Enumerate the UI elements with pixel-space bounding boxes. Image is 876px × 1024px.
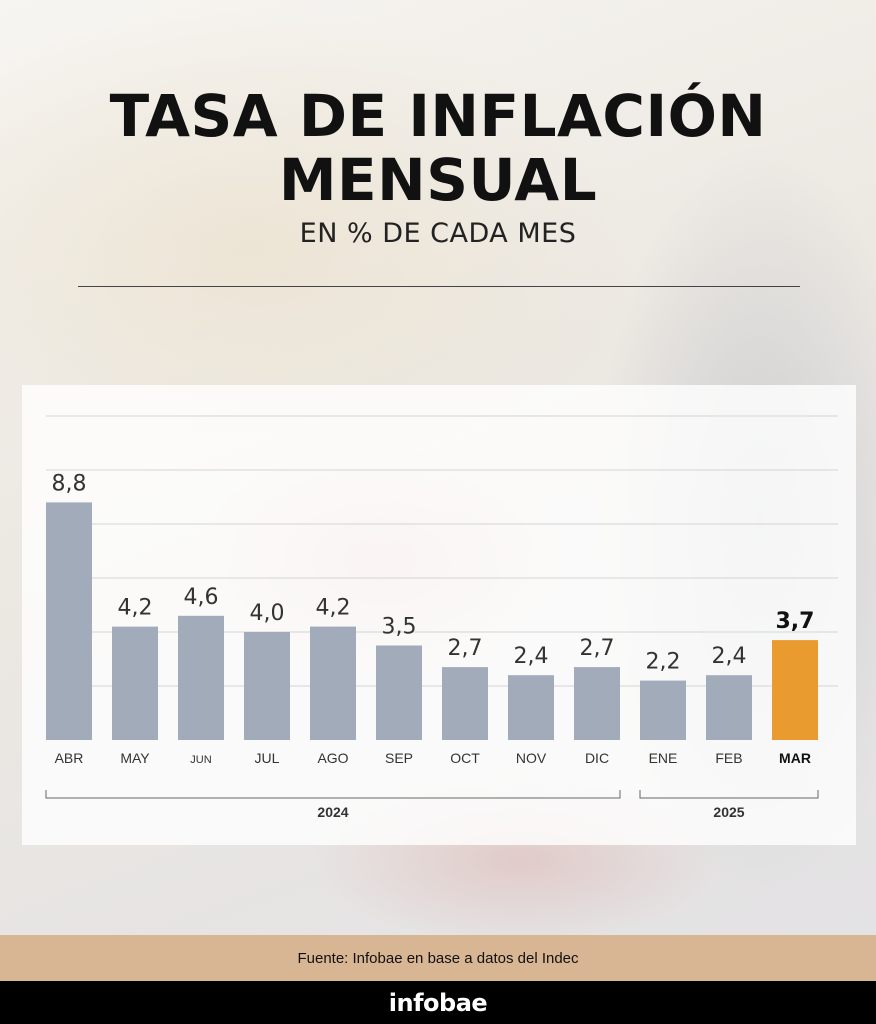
bar-chart: 8,8 ABR 4,2 MAY 4,6 JUN 4,0 JUL 4,2 AGO 3,5 SEP 2,7 O… bbox=[45, 415, 838, 820]
value-label-mar: 3,7 bbox=[776, 609, 815, 634]
year-bracket-2024 bbox=[45, 790, 621, 799]
bar-dic bbox=[574, 667, 620, 740]
category-label-dic: DIC bbox=[585, 750, 609, 766]
value-label-feb: 2,4 bbox=[712, 644, 747, 669]
value-label-jun: 4,6 bbox=[184, 585, 219, 610]
category-label-feb: FEB bbox=[715, 750, 742, 766]
bar-abr bbox=[46, 502, 92, 740]
category-label-ene: ENE bbox=[649, 750, 678, 766]
title-line-2: MENSUAL bbox=[278, 146, 598, 214]
value-label-may: 4,2 bbox=[118, 596, 153, 621]
source-text: Fuente: Infobae en base a datos del Inde… bbox=[297, 949, 579, 967]
value-label-abr: 8,8 bbox=[52, 471, 87, 496]
bar-may bbox=[112, 626, 158, 740]
chart-subtitle: EN % DE CADA MES bbox=[299, 218, 577, 249]
category-label-abr: ABR bbox=[55, 750, 84, 766]
year-bracket-2025 bbox=[639, 790, 819, 799]
bar-feb bbox=[706, 675, 752, 740]
bar-jul bbox=[244, 632, 290, 740]
brand-bar: infobae bbox=[0, 981, 876, 1024]
value-label-ago: 4,2 bbox=[316, 596, 351, 621]
bar-mar bbox=[772, 640, 818, 740]
chart-panel: 8,8 ABR 4,2 MAY 4,6 JUN 4,0 JUL 4,2 AGO 3,5 SEP 2,7 O… bbox=[22, 385, 856, 845]
year-label-2024: 2024 bbox=[317, 804, 348, 820]
category-label-jul: JUL bbox=[255, 750, 280, 766]
brand-logo: infobae bbox=[388, 988, 488, 1017]
value-label-sep: 3,5 bbox=[382, 615, 417, 640]
category-label-nov: NOV bbox=[516, 750, 547, 766]
category-label-mar: MAR bbox=[779, 750, 811, 766]
source-bar: Fuente: Infobae en base a datos del Inde… bbox=[0, 935, 876, 981]
title-divider bbox=[78, 286, 800, 287]
chart-title: TASA DE INFLACIÓN MENSUAL bbox=[0, 84, 876, 212]
bar-jun bbox=[178, 615, 224, 740]
category-label-jun: JUN bbox=[190, 754, 211, 766]
category-label-oct: OCT bbox=[450, 750, 480, 766]
year-label-2025: 2025 bbox=[713, 804, 744, 820]
value-label-jul: 4,0 bbox=[250, 601, 285, 626]
category-label-sep: SEP bbox=[385, 750, 413, 766]
bar-ene bbox=[640, 680, 686, 740]
value-label-oct: 2,7 bbox=[448, 636, 483, 661]
value-label-dic: 2,7 bbox=[580, 636, 615, 661]
value-label-ene: 2,2 bbox=[646, 650, 681, 675]
bar-ago bbox=[310, 626, 356, 740]
title-line-1: TASA DE INFLACIÓN bbox=[109, 82, 767, 150]
bar-nov bbox=[508, 675, 554, 740]
bar-oct bbox=[442, 667, 488, 740]
category-label-ago: AGO bbox=[317, 750, 348, 766]
bar-sep bbox=[376, 645, 422, 740]
category-label-may: MAY bbox=[120, 750, 150, 766]
value-label-nov: 2,4 bbox=[514, 644, 549, 669]
